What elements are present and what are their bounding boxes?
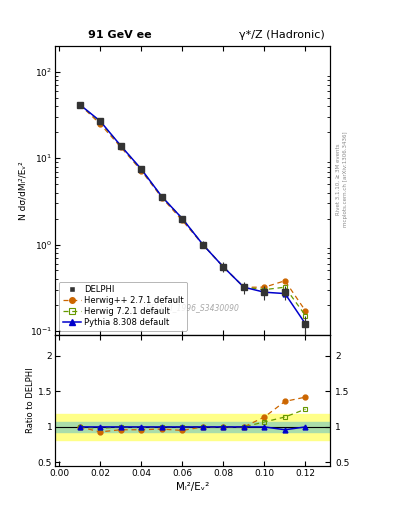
- Text: DELPHI_1996_S3430090: DELPHI_1996_S3430090: [146, 303, 239, 312]
- Text: mcplots.cern.ch [arXiv:1306.3436]: mcplots.cern.ch [arXiv:1306.3436]: [343, 132, 348, 227]
- Bar: [55, 414, 330, 440]
- Text: Rivet 3.1.10, ≥ 3M events: Rivet 3.1.10, ≥ 3M events: [336, 143, 341, 215]
- Y-axis label: N dσ/dMₗ²/Eᵥ²: N dσ/dMₗ²/Eᵥ²: [18, 161, 27, 220]
- Legend: DELPHI, Herwig++ 2.7.1 default, Herwig 7.2.1 default, Pythia 8.308 default: DELPHI, Herwig++ 2.7.1 default, Herwig 7…: [59, 282, 187, 331]
- Bar: [55, 422, 330, 432]
- X-axis label: Mₗ²/Eᵥ²: Mₗ²/Eᵥ²: [176, 482, 209, 492]
- Text: γ*/Z (Hadronic): γ*/Z (Hadronic): [239, 30, 325, 40]
- Y-axis label: Ratio to DELPHI: Ratio to DELPHI: [26, 368, 35, 433]
- Text: 91 GeV ee: 91 GeV ee: [88, 30, 152, 40]
